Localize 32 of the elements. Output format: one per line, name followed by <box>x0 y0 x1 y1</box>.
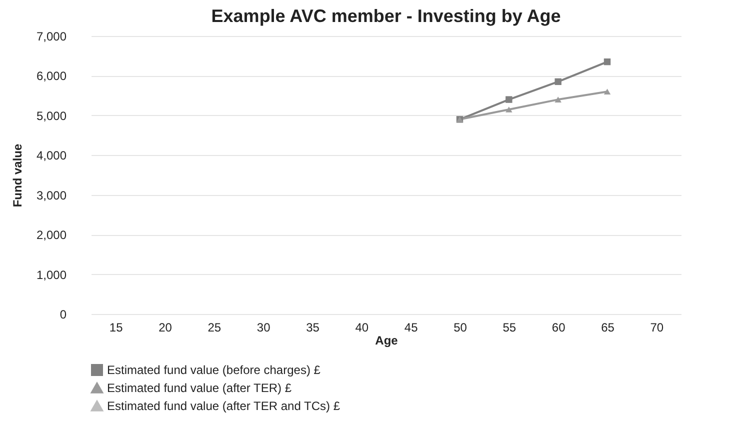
y-tick-label: 1,000 <box>36 268 67 282</box>
x-tick-label: 55 <box>502 320 516 334</box>
point <box>604 88 611 95</box>
y-tick-label: 6,000 <box>36 69 67 84</box>
point <box>554 96 562 102</box>
x-tick-label: 45 <box>404 320 418 334</box>
y-axis-title: Fund value <box>10 144 24 208</box>
y-tick-label: 7,000 <box>36 30 67 44</box>
chart-title: Example AVC member - Investing by Age <box>211 6 561 26</box>
x-tick-label: 35 <box>306 320 320 334</box>
y-tick-label: 4,000 <box>36 148 67 163</box>
legend-label: Estimated fund value (after TER) £ <box>107 381 292 395</box>
point <box>506 106 512 112</box>
legend-label: Estimated fund value (after TER and TCs) £ <box>107 399 340 413</box>
x-tick-label: 70 <box>650 320 664 334</box>
x-tick-label: 65 <box>601 320 615 334</box>
x-tick-label: 50 <box>454 320 468 334</box>
point <box>604 58 611 66</box>
x-tick-label: 20 <box>158 320 172 334</box>
y-tick-label: 2,000 <box>36 228 67 242</box>
y-tick-label: 5,000 <box>36 108 67 123</box>
legend-label: Estimated fund value (before charges) £ <box>107 363 321 377</box>
y-tick-label: 0 <box>60 308 67 322</box>
y-tick-label: 3,000 <box>36 188 67 202</box>
x-tick-label: 40 <box>355 320 369 334</box>
x-tick-label: 30 <box>256 320 271 334</box>
x-axis-title: Age <box>375 334 398 348</box>
x-tick-label: 25 <box>208 320 222 334</box>
x-tick-label: 15 <box>109 320 124 334</box>
point <box>506 96 512 103</box>
x-tick-label: 60 <box>552 320 566 334</box>
point <box>554 78 562 86</box>
